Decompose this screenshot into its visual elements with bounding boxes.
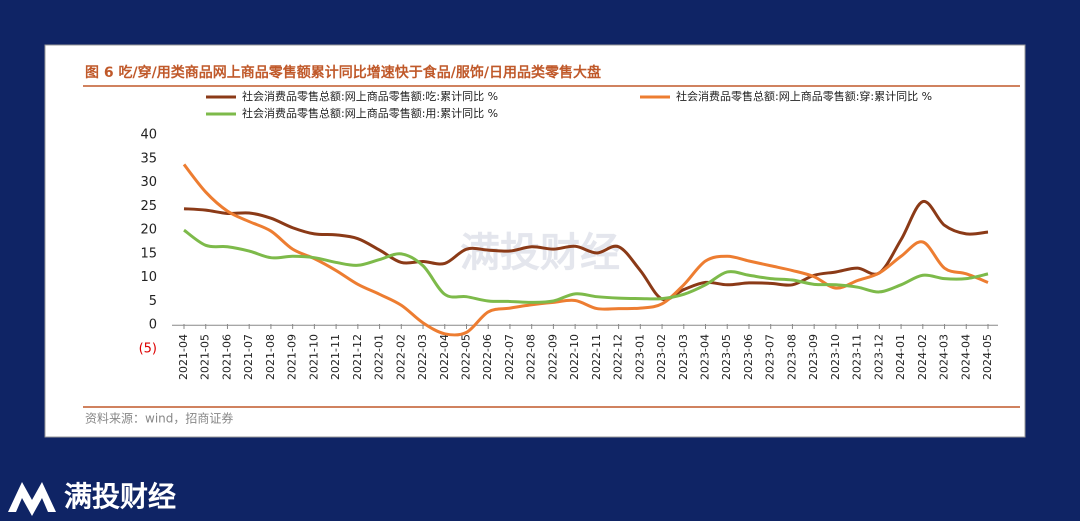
x-tick-label: 2022-11 <box>590 334 603 380</box>
x-tick-label: 2023-05 <box>720 334 733 380</box>
source: 资料来源：wind，招商证券 <box>85 411 233 426</box>
y-tick-label: (5) <box>139 342 157 357</box>
x-tick-label: 2021-05 <box>199 334 212 380</box>
x-tick-label: 2023-03 <box>677 334 690 380</box>
x-tick-label: 2024-05 <box>981 334 994 380</box>
x-tick-label: 2022-05 <box>459 334 472 380</box>
x-tick-label: 2023-10 <box>829 334 842 380</box>
y-tick-label: 30 <box>140 175 157 190</box>
x-tick-label: 2023-06 <box>742 334 755 380</box>
x-tick-label: 2022-07 <box>503 334 516 380</box>
x-tick-label: 2022-02 <box>394 334 407 380</box>
y-tick-label: 35 <box>140 151 157 166</box>
legend-label: 社会消费品零售总额:网上商品零售额:用:累计同比 % <box>242 106 498 120</box>
x-tick-label: 2021-06 <box>220 334 233 380</box>
x-tick-label: 2023-09 <box>807 334 820 380</box>
series-line <box>183 200 989 302</box>
x-tick-label: 2021-04 <box>177 334 190 380</box>
x-tick-label: 2021-09 <box>286 334 299 380</box>
y-tick-label: 25 <box>140 199 157 214</box>
x-tick-label: 2023-08 <box>785 334 798 380</box>
panel <box>44 44 1026 438</box>
x-tick-label: 2023-11 <box>851 334 864 380</box>
x-tick-label: 2022-09 <box>546 334 559 380</box>
x-tick-label: 2021-07 <box>242 334 255 380</box>
y-tick-label: 0 <box>149 318 157 333</box>
y-tick-label: 5 <box>149 294 157 309</box>
x-tick-label: 2022-06 <box>481 334 494 380</box>
x-tick-label: 2023-01 <box>633 334 646 380</box>
x-tick-label: 2022-10 <box>568 334 581 380</box>
y-tick-label: 10 <box>140 270 157 285</box>
y-tick-label: 20 <box>140 223 157 238</box>
y-tick-label: 15 <box>140 246 157 261</box>
y-tick-label: 40 <box>140 128 157 143</box>
x-tick-label: 2021-08 <box>264 334 277 380</box>
x-tick-label: 2022-08 <box>525 334 538 380</box>
x-tick-label: 2024-04 <box>959 334 972 380</box>
x-tick-label: 2022-01 <box>373 334 386 380</box>
x-tick-label: 2021-12 <box>351 334 364 380</box>
x-tick-label: 2023-12 <box>872 334 885 380</box>
legend-label: 社会消费品零售总额:网上商品零售额:吃:累计同比 % <box>242 89 498 103</box>
x-tick-label: 2022-04 <box>438 334 451 380</box>
x-tick-label: 2023-02 <box>655 334 668 380</box>
series-line <box>182 163 989 337</box>
x-tick-label: 2021-11 <box>329 334 342 380</box>
brand-logo <box>8 482 56 516</box>
brand: 满投财经 <box>64 480 176 513</box>
x-tick-label: 2022-03 <box>416 334 429 380</box>
x-tick-label: 2023-04 <box>699 334 712 380</box>
x-tick-label: 2022-12 <box>612 334 625 380</box>
x-tick-label: 2023-07 <box>764 334 777 380</box>
x-tick-label: 2024-03 <box>938 334 951 380</box>
chart-title: 图 6 吃/穿/用类商品网上商品零售额累计同比增速快于食品/服饰/日用品类零售大… <box>85 64 601 81</box>
x-tick-label: 2024-01 <box>894 334 907 380</box>
x-tick-label: 2024-02 <box>916 334 929 380</box>
series-line <box>183 228 989 304</box>
legend-label: 社会消费品零售总额:网上商品零售额:穿:累计同比 % <box>676 89 932 103</box>
x-tick-label: 2021-10 <box>307 334 320 380</box>
